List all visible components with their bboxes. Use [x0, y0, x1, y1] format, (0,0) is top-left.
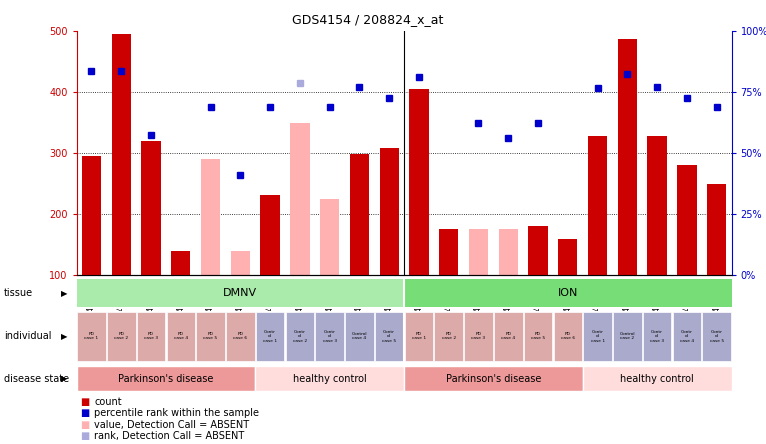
- Text: PD
case 6: PD case 6: [234, 332, 247, 341]
- Bar: [107, 312, 136, 361]
- Bar: [82, 156, 101, 275]
- Text: disease state: disease state: [4, 373, 69, 384]
- Text: ▶: ▶: [61, 289, 67, 297]
- Bar: [647, 136, 666, 275]
- Text: Parkinson's disease: Parkinson's disease: [446, 373, 541, 384]
- Bar: [290, 123, 309, 275]
- Bar: [464, 312, 493, 361]
- Bar: [137, 312, 165, 361]
- Text: Contr
ol
case 3: Contr ol case 3: [650, 330, 664, 343]
- Text: individual: individual: [4, 331, 51, 341]
- Bar: [702, 312, 731, 361]
- Text: Contr
ol
case 2: Contr ol case 2: [293, 330, 307, 343]
- Bar: [112, 34, 131, 275]
- Bar: [226, 312, 254, 361]
- Bar: [499, 230, 518, 275]
- Text: Contr
ol
case 3: Contr ol case 3: [322, 330, 337, 343]
- Bar: [256, 312, 284, 361]
- Text: tissue: tissue: [4, 288, 33, 298]
- Bar: [524, 312, 552, 361]
- Bar: [404, 312, 434, 361]
- Text: healthy control: healthy control: [293, 373, 366, 384]
- Bar: [375, 312, 404, 361]
- Bar: [469, 230, 488, 275]
- Text: PD
case 6: PD case 6: [561, 332, 574, 341]
- Bar: [316, 312, 344, 361]
- Bar: [77, 365, 255, 392]
- Bar: [166, 312, 195, 361]
- Bar: [583, 365, 732, 392]
- Bar: [643, 312, 671, 361]
- Text: PD
case 5: PD case 5: [531, 332, 545, 341]
- Bar: [673, 312, 701, 361]
- Text: ■: ■: [80, 420, 90, 430]
- Text: Contr
ol
case 5: Contr ol case 5: [382, 330, 396, 343]
- Text: count: count: [94, 397, 122, 407]
- Bar: [171, 251, 191, 275]
- Text: Control
case 2: Control case 2: [620, 332, 635, 341]
- Text: Contr
ol
case 4: Contr ol case 4: [679, 330, 694, 343]
- Bar: [201, 159, 221, 275]
- Bar: [588, 136, 607, 275]
- Text: ■: ■: [80, 397, 90, 407]
- Bar: [707, 184, 726, 275]
- Text: ION: ION: [558, 288, 578, 298]
- Bar: [558, 239, 578, 275]
- Bar: [583, 312, 612, 361]
- Text: ▶: ▶: [61, 374, 67, 383]
- Text: rank, Detection Call = ABSENT: rank, Detection Call = ABSENT: [94, 432, 244, 441]
- Text: PD
case 2: PD case 2: [442, 332, 456, 341]
- Text: PD
case 4: PD case 4: [501, 332, 516, 341]
- Bar: [554, 312, 582, 361]
- Bar: [142, 141, 161, 275]
- Bar: [77, 279, 404, 307]
- Text: ■: ■: [80, 432, 90, 441]
- Bar: [404, 279, 732, 307]
- Bar: [404, 365, 583, 392]
- Text: Parkinson's disease: Parkinson's disease: [118, 373, 214, 384]
- Bar: [529, 226, 548, 275]
- Bar: [196, 312, 225, 361]
- Bar: [286, 312, 314, 361]
- Bar: [320, 199, 339, 275]
- Bar: [617, 39, 637, 275]
- Text: ■: ■: [80, 408, 90, 418]
- Text: healthy control: healthy control: [620, 373, 694, 384]
- Bar: [613, 312, 642, 361]
- Bar: [77, 312, 106, 361]
- Text: Contr
ol
case 1: Contr ol case 1: [591, 330, 604, 343]
- Text: PD
case 3: PD case 3: [144, 332, 158, 341]
- Bar: [409, 89, 429, 275]
- Bar: [434, 312, 463, 361]
- Text: ▶: ▶: [61, 332, 67, 341]
- Text: PD
case 4: PD case 4: [174, 332, 188, 341]
- Text: PD
case 3: PD case 3: [471, 332, 486, 341]
- Text: PD
case 5: PD case 5: [204, 332, 218, 341]
- Text: Contr
ol
case 5: Contr ol case 5: [709, 330, 724, 343]
- Text: Control
case 4: Control case 4: [352, 332, 367, 341]
- Bar: [439, 230, 458, 275]
- Text: PD
case 1: PD case 1: [412, 332, 426, 341]
- Text: Contr
ol
case 1: Contr ol case 1: [263, 330, 277, 343]
- Bar: [231, 251, 250, 275]
- Bar: [345, 312, 374, 361]
- Text: GDS4154 / 208824_x_at: GDS4154 / 208824_x_at: [292, 13, 444, 26]
- Bar: [260, 194, 280, 275]
- Text: percentile rank within the sample: percentile rank within the sample: [94, 408, 259, 418]
- Bar: [677, 165, 696, 275]
- Bar: [350, 155, 369, 275]
- Bar: [494, 312, 522, 361]
- Bar: [255, 365, 404, 392]
- Text: value, Detection Call = ABSENT: value, Detection Call = ABSENT: [94, 420, 250, 430]
- Text: DMNV: DMNV: [223, 288, 257, 298]
- Bar: [379, 148, 399, 275]
- Text: PD
case 1: PD case 1: [84, 332, 99, 341]
- Text: PD
case 2: PD case 2: [114, 332, 129, 341]
